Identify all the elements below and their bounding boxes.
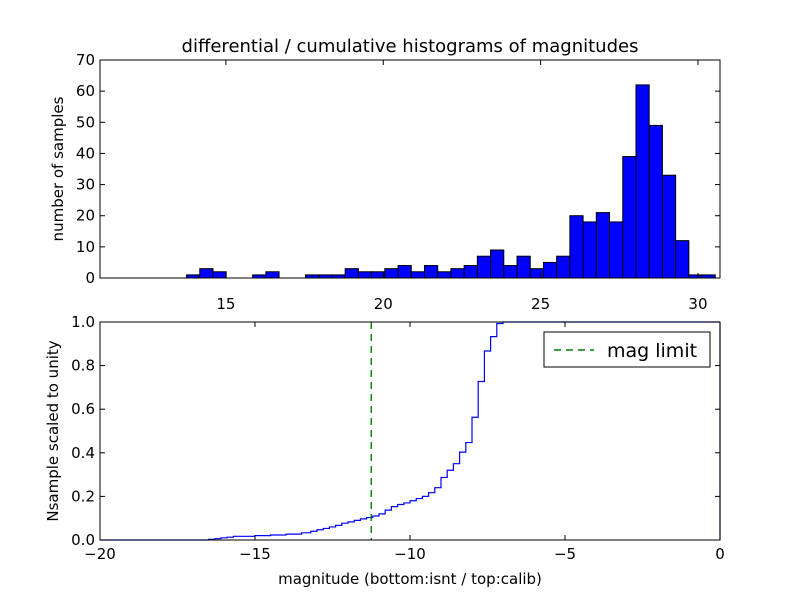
histogram-bar bbox=[609, 221, 624, 279]
x-tick-label-bottom: −10 bbox=[394, 545, 426, 563]
x-tick-label-top: 25 bbox=[531, 295, 550, 313]
x-tick-label-bottom: 0 bbox=[715, 545, 725, 563]
y-tick-label-bottom: 0.4 bbox=[71, 444, 95, 462]
histogram-bar bbox=[503, 265, 518, 279]
cumulative-tick-labels: −20 −15 −10 −5 0 0.0 0.2 0.4 0.6 0.8 1.0 bbox=[71, 313, 725, 563]
histogram-bar bbox=[542, 261, 558, 279]
histogram-bar bbox=[529, 268, 544, 279]
x-tick-label-top: 15 bbox=[216, 295, 235, 313]
histogram-bar bbox=[437, 271, 452, 279]
histogram-chart: differential / cumulative histograms of … bbox=[49, 36, 721, 313]
x-axis-label-bottom: magnitude (bottom:isnt / top:calib) bbox=[278, 570, 542, 588]
histogram-bar bbox=[490, 249, 505, 279]
x-tick-label-top: 20 bbox=[374, 295, 393, 313]
chart-title: differential / cumulative histograms of … bbox=[182, 36, 639, 57]
y-axis-label-top: number of samples bbox=[49, 96, 67, 241]
histogram-bar bbox=[397, 265, 412, 279]
y-tick-label-top: 70 bbox=[76, 51, 95, 69]
legend-label-mag-limit: mag limit bbox=[607, 340, 697, 362]
histogram-bar bbox=[212, 271, 227, 279]
histogram-bar bbox=[582, 221, 597, 279]
y-tick-label-top: 30 bbox=[76, 176, 95, 194]
histogram-bar bbox=[569, 215, 584, 279]
histogram-bar bbox=[556, 255, 571, 279]
histogram-bar bbox=[265, 271, 280, 279]
y-axis-label-bottom: Nsample scaled to unity bbox=[44, 340, 62, 521]
y-tick-label-top: 50 bbox=[76, 113, 95, 131]
x-tick-label-bottom: −20 bbox=[84, 545, 116, 563]
y-tick-label-bottom: 0.2 bbox=[71, 487, 95, 505]
legend: mag limit bbox=[543, 331, 711, 368]
histogram-bars bbox=[186, 84, 716, 279]
histogram-bar bbox=[344, 268, 359, 279]
cumulative-chart: magnitude (bottom:isnt / top:calib) Nsam… bbox=[44, 313, 725, 588]
histogram-bar bbox=[476, 255, 492, 279]
histogram-bar bbox=[463, 265, 478, 279]
cumulative-frame bbox=[99, 321, 721, 541]
histogram-bar bbox=[410, 271, 425, 279]
histogram-bar bbox=[423, 265, 439, 279]
y-tick-label-top: 0 bbox=[85, 269, 95, 287]
x-tick-label-bottom: −5 bbox=[554, 545, 576, 563]
y-tick-label-top: 10 bbox=[76, 238, 95, 256]
legend-box bbox=[543, 331, 711, 368]
x-tick-label-bottom: −15 bbox=[239, 545, 271, 563]
histogram-bar bbox=[357, 271, 373, 279]
y-tick-label-bottom: 0.8 bbox=[71, 357, 95, 375]
y-tick-label-bottom: 0.6 bbox=[71, 400, 95, 418]
histogram-bar bbox=[675, 240, 690, 279]
histogram-frame bbox=[99, 59, 721, 279]
y-tick-label-top: 60 bbox=[76, 82, 95, 100]
y-tick-label-top: 40 bbox=[76, 144, 95, 162]
histogram-tick-labels: 15 20 25 30 0 10 20 30 40 50 60 70 bbox=[76, 51, 708, 313]
y-tick-label-bottom: 0.0 bbox=[71, 531, 95, 549]
y-tick-label-top: 20 bbox=[76, 207, 95, 225]
y-tick-label-bottom: 1.0 bbox=[71, 313, 95, 331]
histogram-bar bbox=[384, 268, 399, 279]
histogram-bar bbox=[648, 124, 663, 279]
histogram-bar bbox=[635, 84, 650, 279]
histogram-bar bbox=[516, 255, 531, 279]
histogram-bar bbox=[661, 174, 677, 279]
histogram-bar bbox=[450, 268, 465, 279]
histogram-bar bbox=[199, 268, 214, 279]
histogram-bar bbox=[595, 212, 611, 279]
x-tick-label-top: 30 bbox=[688, 295, 707, 313]
histogram-bar bbox=[622, 156, 637, 279]
